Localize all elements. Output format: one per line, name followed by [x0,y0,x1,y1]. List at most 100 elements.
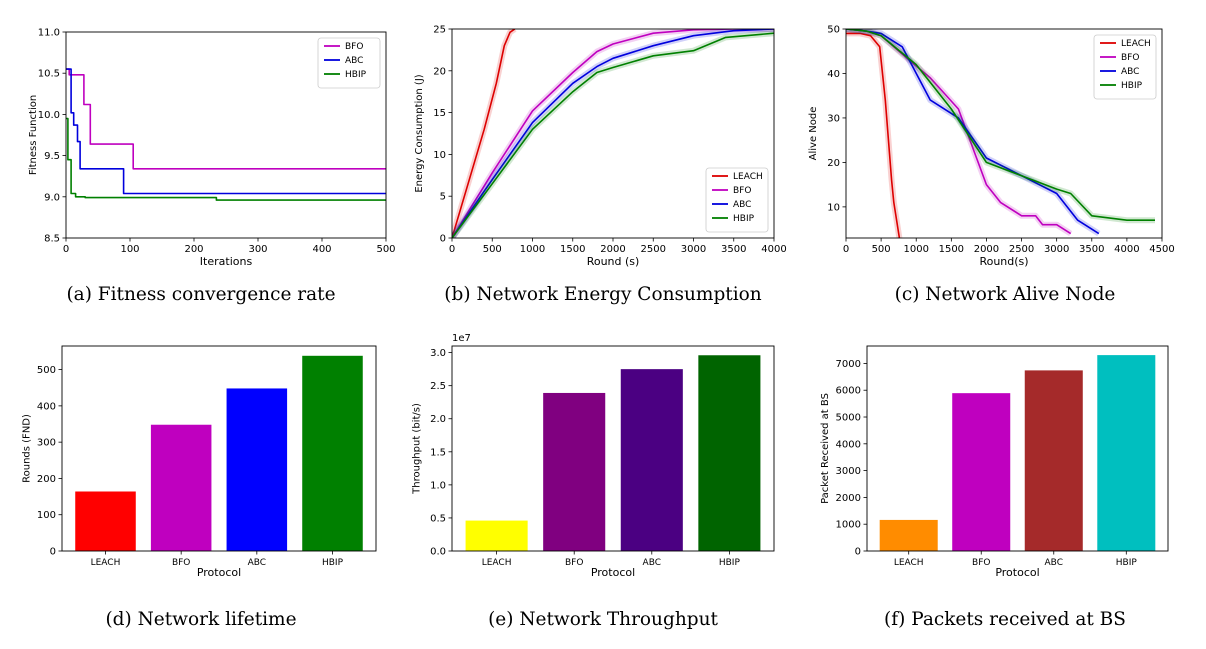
x-axis-label: Protocol [197,566,241,579]
legend-label-abc: ABC [345,56,363,66]
plot-area [846,29,1155,238]
y-tick-label: 7000 [836,359,861,370]
y-tick-label: 100 [37,510,56,521]
y-tick-label: 500 [37,365,56,376]
y-tick-label: 0.5 [430,513,446,524]
y-axis-label: Fitness Function [28,95,39,175]
x-tick-label: 400 [312,244,331,255]
y-tick-label: 11.0 [38,28,60,39]
x-tick-label-leach: LEACH [91,558,121,568]
legend-label-bfo: BFO [1121,53,1139,63]
bar-leach [75,491,136,551]
y-axis-label: Throughput (bit/s) [411,403,422,495]
plot-frame [65,31,387,239]
legend: LEACH BFO ABC HBIP [1093,34,1157,100]
y-tick-label: 10 [433,150,446,161]
y-tick-label: 30 [827,113,840,124]
y-tick-label: 400 [37,401,56,412]
caption-alive-node: (c) Network Alive Node [894,284,1116,305]
x-axis-label: Iterations [200,255,253,268]
x-tick-label: 2000 [974,244,999,255]
y-axis-label: Packet Received at BS [820,393,831,504]
x-tick-label: 0 [449,244,455,255]
chart-packets-received: LEACH BFO ABC HBIP 0 1000 2000 3000 4000 5000 6000… [820,345,1169,579]
legend-label-leach: LEACH [1121,39,1151,49]
caption-network-throughput: (e) Network Throughput [488,609,718,630]
legend-box [1093,34,1157,100]
y-tick-label: 5000 [836,413,861,424]
x-tick-label: 2500 [641,244,666,255]
y-tick-label: 3000 [836,466,861,477]
panel-alive-node: 0 500 1000 1500 2000 2500 3000 3500 4000 4500 10 20… [804,0,1206,320]
series-line-hbip [452,32,774,238]
y-tick-label: 4000 [836,439,861,450]
series-line-leach [452,29,516,238]
x-tick-label-leach: LEACH [894,558,924,568]
y-tick-label: 0 [440,234,446,245]
legend-box [317,37,381,89]
y-tick-label: 6000 [836,386,861,397]
chart-energy-consumption: 0 500 1000 1500 2000 2500 3000 3500 4000 0 5 10 15 20… [414,25,787,269]
panel-packets-received: LEACH BFO ABC HBIP 0 1000 2000 3000 4000 5000 6000… [804,320,1206,649]
y-tick-label: 1.0 [430,480,446,491]
chart-network-throughput: LEACH BFO ABC HBIP 0.0 0.5 1.0 1.5 2.0 2.5 3.0 Prot… [411,333,775,579]
x-tick-label: 4000 [1114,244,1139,255]
y-tick-label: 20 [827,158,840,169]
panel-network-lifetime: LEACH BFO ABC HBIP 0 100 200 300 400 500 Protocol R… [0,320,402,649]
legend: LEACH BFO ABC HBIP [705,167,769,233]
chart-network-lifetime: LEACH BFO ABC HBIP 0 100 200 300 400 500 Protocol R… [21,345,377,579]
bar-hbip [698,355,761,551]
x-tick-label: 500 [872,244,891,255]
bar-abc [226,388,288,551]
x-tick-label-abc: ABC [643,558,661,568]
legend-box [705,167,769,233]
y-tick-label: 300 [37,438,56,449]
x-tick-label: 3000 [681,244,706,255]
x-tick-label: 4500 [1149,244,1174,255]
y-tick-label: 3.0 [430,348,446,359]
x-tick-label: 2500 [1009,244,1034,255]
y-tick-label: 2000 [836,493,861,504]
y-tick-label: 15 [433,108,446,119]
chart-fitness-convergence: 0 100 200 300 400 500 8.5 9.0 9.5 10.0 10.5 11.0 Ite… [28,28,396,269]
x-tick-label: 1500 [560,244,585,255]
bar-abc [620,369,683,551]
plot-frame [61,345,377,552]
series-line-abc [846,29,1100,235]
y-tick-label: 200 [37,474,56,485]
x-axis-label: Round (s) [587,255,640,268]
y-scale-label: 1e7 [452,333,471,344]
legend-label-hbip: HBIP [733,214,755,224]
y-tick-label: 10 [827,202,840,213]
x-tick-label: 1000 [903,244,928,255]
x-tick-label-bfo: BFO [565,558,583,568]
x-tick-label: 500 [483,244,502,255]
plot-area [66,68,386,201]
y-axis-label: Alive Node [808,107,819,161]
panel-energy-consumption: 0 500 1000 1500 2000 2500 3000 3500 4000 0 5 10 15 20… [402,0,804,320]
x-tick-label: 3000 [1044,244,1069,255]
series-band-leach [846,30,903,238]
x-tick-label-leach: LEACH [482,558,512,568]
x-tick-label: 100 [120,244,139,255]
x-tick-label: 300 [248,244,267,255]
bar-hbip [1097,355,1156,551]
x-axis-label: Round(s) [979,255,1028,268]
series-line-leach [846,32,901,238]
x-tick-label-abc: ABC [248,558,266,568]
legend-label-leach: LEACH [733,172,763,182]
y-tick-label: 0 [855,547,861,558]
x-axis-label: Protocol [995,566,1039,579]
x-tick-label: 0 [63,244,69,255]
panel-network-throughput: LEACH BFO ABC HBIP 0.0 0.5 1.0 1.5 2.0 2.5 3.0 Prot… [402,320,804,649]
y-tick-label: 10.5 [38,69,60,80]
x-tick-label-hbip: HBIP [322,558,344,568]
x-tick-label-bfo: BFO [172,558,190,568]
x-tick-label-bfo: BFO [972,558,990,568]
y-tick-label: 9.0 [44,192,60,203]
bar-bfo [150,424,212,551]
y-tick-label: 9.5 [44,151,60,162]
x-axis-label: Protocol [591,566,635,579]
x-tick-label-hbip: HBIP [719,558,741,568]
legend: BFO ABC HBIP [317,37,381,89]
